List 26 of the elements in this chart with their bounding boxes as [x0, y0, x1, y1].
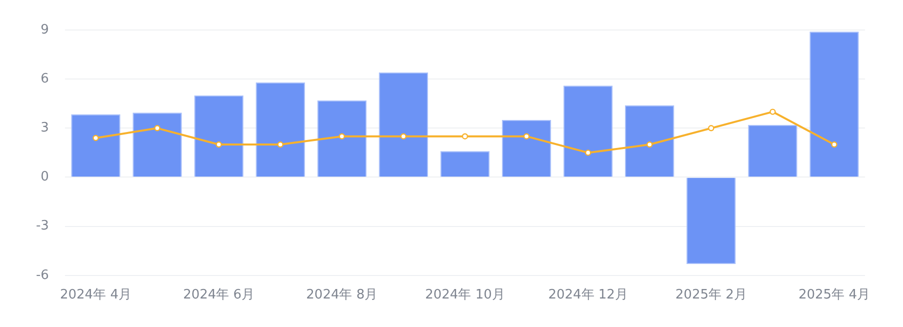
y-tick-label: 3	[40, 120, 49, 136]
point	[708, 125, 714, 132]
x-tick-label: 2025年 2月	[675, 288, 747, 303]
point	[584, 150, 592, 156]
point	[462, 133, 468, 140]
y-tick-label: 9	[40, 22, 49, 38]
x-tick-label: 2024年 4月	[60, 288, 132, 303]
y-tick-label: 6	[40, 71, 49, 86]
point	[277, 141, 284, 148]
point	[831, 141, 838, 148]
x-tick-label: 2024年 8月	[306, 288, 378, 303]
point	[646, 141, 653, 148]
point	[523, 133, 530, 140]
x-tick-label: 2024年 12月	[548, 288, 628, 303]
x-tick-label: 2024年 6月	[183, 288, 255, 303]
point	[770, 108, 776, 115]
point	[92, 134, 99, 142]
y-tick-label: -3	[36, 218, 49, 234]
point	[400, 133, 407, 140]
y-tick-label: -6	[36, 268, 49, 283]
point	[216, 141, 222, 148]
x-tick-label: 2024年 10月	[425, 288, 505, 303]
x-tick-label: 2025年 4月	[798, 288, 870, 303]
point	[338, 133, 345, 140]
y-tick-label: 0	[40, 170, 49, 185]
point	[154, 125, 160, 132]
